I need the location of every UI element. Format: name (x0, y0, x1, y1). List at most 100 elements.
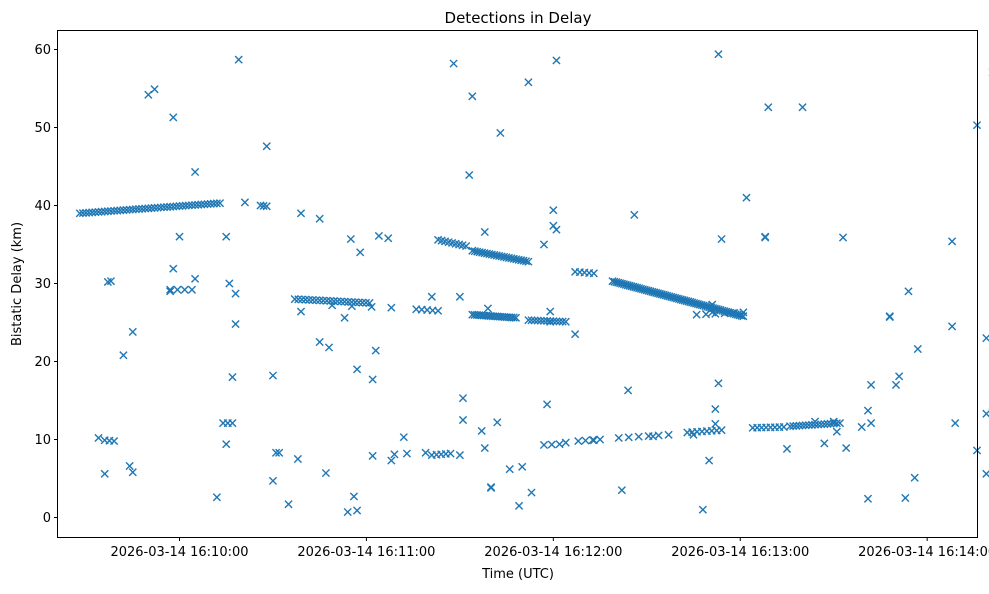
data-point (624, 387, 631, 394)
data-point (631, 211, 638, 218)
y-axis-label: Bistatic Delay (km) (10, 222, 25, 346)
x-tick-label: 2026-03-14 16:12:00 (484, 545, 622, 560)
data-point (625, 434, 632, 441)
x-tick-label: 2026-03-14 16:13:00 (671, 545, 809, 560)
data-point (582, 437, 589, 444)
data-point (905, 288, 912, 295)
data-point (316, 338, 323, 345)
data-point (353, 366, 360, 373)
data-point (886, 313, 893, 320)
data-point (484, 305, 491, 312)
data-point (110, 437, 117, 444)
data-point (867, 381, 874, 388)
data-point (375, 232, 382, 239)
data-point (712, 420, 719, 427)
data-point (481, 444, 488, 451)
data-point (422, 449, 429, 456)
data-point (129, 328, 136, 335)
data-point (481, 228, 488, 235)
data-point (269, 372, 276, 379)
data-point (447, 450, 454, 457)
data-point (235, 56, 242, 63)
data-point (285, 501, 292, 508)
data-point (223, 441, 230, 448)
data-point (232, 290, 239, 297)
data-point (456, 452, 463, 459)
data-point (715, 51, 722, 58)
data-point (699, 506, 706, 513)
data-point (191, 168, 198, 175)
plot-frame (58, 31, 978, 538)
data-point (348, 303, 355, 310)
y-tick-label: 30 (34, 277, 51, 292)
data-point (983, 335, 989, 342)
data-point (170, 114, 177, 121)
data-point (469, 93, 476, 100)
data-point (914, 345, 921, 352)
chart-title: Detections in Delay (445, 9, 592, 27)
data-point (572, 331, 579, 338)
data-point (843, 444, 850, 451)
data-point (263, 143, 270, 150)
data-point (506, 466, 513, 473)
data-point (693, 311, 700, 318)
data-point (497, 129, 504, 136)
data-point (229, 374, 236, 381)
data-point (649, 433, 656, 440)
data-point (478, 427, 485, 434)
data-point (188, 286, 195, 293)
data-point (515, 502, 522, 509)
data-point (191, 275, 198, 282)
data-point (547, 308, 554, 315)
data-point (528, 489, 535, 496)
data-point (615, 434, 622, 441)
data-point (948, 238, 955, 245)
data-point (269, 477, 276, 484)
data-point (369, 376, 376, 383)
data-point (553, 57, 560, 64)
data-point (459, 416, 466, 423)
data-point (562, 439, 569, 446)
data-point (101, 470, 108, 477)
data-point (690, 431, 697, 438)
data-points (76, 51, 989, 516)
data-point (833, 428, 840, 435)
data-point (174, 286, 181, 293)
y-tick-label: 20 (34, 355, 51, 370)
data-point (550, 207, 557, 214)
data-point (347, 235, 354, 242)
data-point (170, 265, 177, 272)
data-point (762, 234, 769, 241)
data-point (575, 437, 582, 444)
data-point (341, 314, 348, 321)
data-point (344, 508, 351, 515)
data-point (952, 420, 959, 427)
y-tick-label: 40 (34, 199, 51, 214)
data-point (403, 450, 410, 457)
data-point (372, 347, 379, 354)
data-point (702, 311, 709, 318)
data-point (181, 286, 188, 293)
data-point (176, 233, 183, 240)
data-point (519, 463, 526, 470)
x-tick-label: 2026-03-14 16:10:00 (110, 545, 248, 560)
x-tick-label: 2026-03-14 16:14:00 (858, 545, 989, 560)
data-point (635, 433, 642, 440)
data-point (369, 452, 376, 459)
data-point (665, 431, 672, 438)
data-point (388, 304, 395, 311)
data-point (543, 401, 550, 408)
data-point (948, 323, 955, 330)
data-point (525, 79, 532, 86)
data-point (223, 233, 230, 240)
data-point (120, 352, 127, 359)
data-point (357, 249, 364, 256)
data-point (428, 293, 435, 300)
data-point (229, 420, 236, 427)
data-point (983, 470, 989, 477)
data-point (858, 423, 865, 430)
data-point (322, 469, 329, 476)
